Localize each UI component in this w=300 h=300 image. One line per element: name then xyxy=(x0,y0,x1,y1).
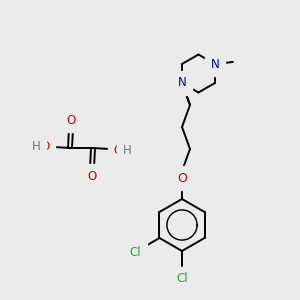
Text: H: H xyxy=(123,143,131,157)
Text: N: N xyxy=(178,76,186,89)
Text: N: N xyxy=(211,58,219,70)
Text: O: O xyxy=(66,113,76,127)
Text: O: O xyxy=(113,143,123,157)
Text: O: O xyxy=(177,172,187,184)
Text: Cl: Cl xyxy=(129,245,141,259)
Text: H: H xyxy=(32,140,40,152)
Text: O: O xyxy=(40,140,50,152)
Text: O: O xyxy=(87,169,97,182)
Text: Cl: Cl xyxy=(176,272,188,286)
